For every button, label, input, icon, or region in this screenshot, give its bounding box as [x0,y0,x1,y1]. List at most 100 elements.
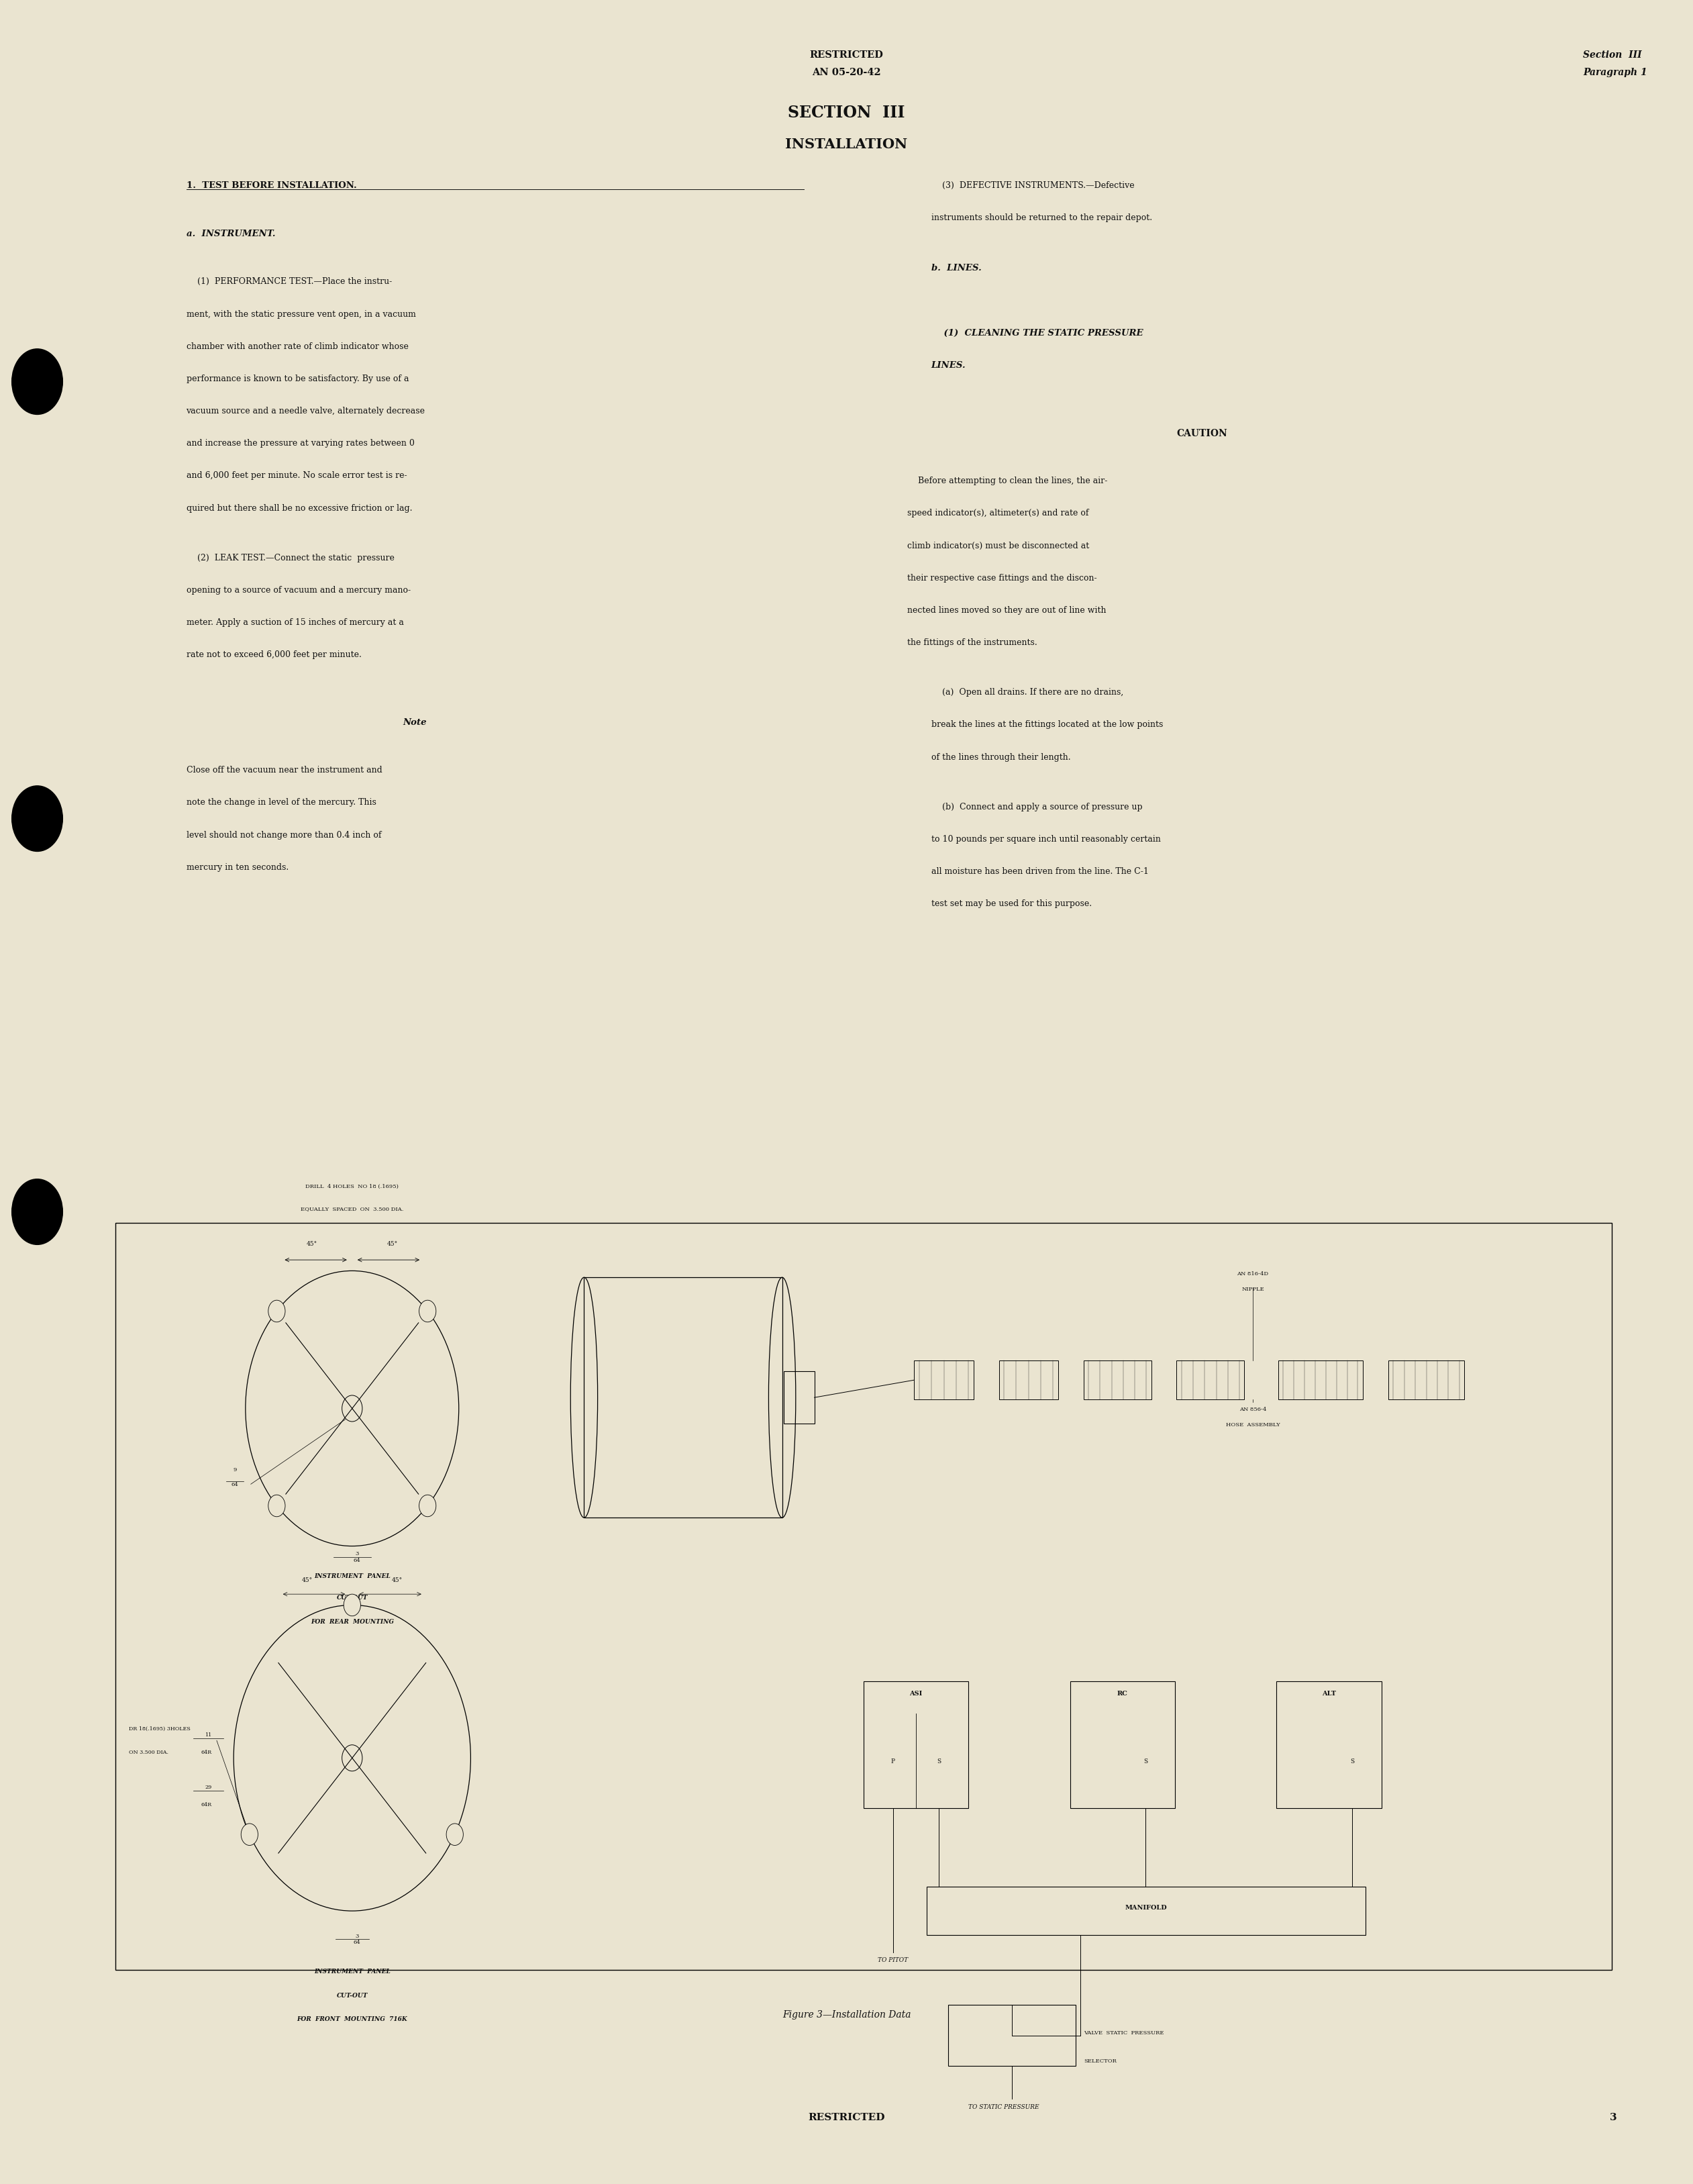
Text: 9: 9 [234,1465,237,1472]
Text: Figure 3—Installation Data: Figure 3—Installation Data [782,2009,911,2018]
Text: a.  INSTRUMENT.: a. INSTRUMENT. [186,229,276,238]
Text: ALT: ALT [1322,1690,1336,1697]
Text: SECTION  III: SECTION III [787,105,906,120]
Text: and 6,000 feet per minute. No scale error test is re-: and 6,000 feet per minute. No scale erro… [186,472,406,480]
Text: AN 856-4: AN 856-4 [1239,1406,1266,1411]
Text: ON 3.500 DIA.: ON 3.500 DIA. [129,1749,168,1754]
Text: (1)  PERFORMANCE TEST.—Place the instru-: (1) PERFORMANCE TEST.—Place the instru- [186,277,391,286]
Text: INSTRUMENT  PANEL: INSTRUMENT PANEL [313,1572,391,1579]
Text: AN 05-20-42: AN 05-20-42 [813,68,880,76]
Text: note the change in level of the mercury. This: note the change in level of the mercury.… [186,797,376,806]
Text: (2)  LEAK TEST.—Connect the static  pressure: (2) LEAK TEST.—Connect the static pressu… [186,553,394,561]
Text: INSTALLATION: INSTALLATION [786,138,907,151]
Circle shape [267,1299,284,1321]
Text: S: S [936,1758,941,1765]
Text: RESTRICTED: RESTRICTED [809,50,884,59]
Text: NIPPLE: NIPPLE [1241,1286,1265,1291]
Text: 64R: 64R [201,1802,212,1806]
Text: Close off the vacuum near the instrument and: Close off the vacuum near the instrument… [186,767,383,775]
Circle shape [267,1496,284,1518]
Text: TO PITOT: TO PITOT [877,1957,907,1963]
Text: 11: 11 [205,1732,212,1736]
Text: P: P [891,1758,896,1765]
Text: TO STATIC PRESSURE: TO STATIC PRESSURE [968,2103,1040,2110]
Text: Paragraph 1: Paragraph 1 [1583,68,1647,76]
Text: MANIFOLD: MANIFOLD [1126,1904,1166,1911]
Text: S: S [1143,1758,1148,1765]
Text: (3)  DEFECTIVE INSTRUMENTS.—Defective: (3) DEFECTIVE INSTRUMENTS.—Defective [931,181,1134,190]
Text: 64: 64 [354,1939,361,1944]
Text: FOR  FRONT  MOUNTING  716K: FOR FRONT MOUNTING 716K [296,2016,408,2022]
Bar [1084,1361,1151,1400]
Text: (b)  Connect and apply a source of pressure up: (b) Connect and apply a source of pressu… [931,802,1143,810]
Text: 3: 3 [356,1933,359,1937]
Text: SELECTOR: SELECTOR [1084,2057,1117,2064]
Bar [948,2005,1075,2066]
Text: b.  LINES.: b. LINES. [931,264,982,273]
Text: nected lines moved so they are out of line with: nected lines moved so they are out of li… [907,605,1107,614]
Text: CUT-OUT: CUT-OUT [337,1992,367,1998]
Circle shape [240,1824,257,1845]
Text: ment, with the static pressure vent open, in a vacuum: ment, with the static pressure vent open… [186,310,416,319]
Text: 64: 64 [354,1557,361,1562]
Text: VALVE  STATIC  PRESSURE: VALVE STATIC PRESSURE [1084,2029,1165,2035]
Bar [584,1278,782,1518]
Text: Before attempting to clean the lines, the air-: Before attempting to clean the lines, th… [907,476,1107,485]
Text: S: S [1349,1758,1354,1765]
Text: AN 816-4D: AN 816-4D [1238,1271,1268,1275]
Text: 64: 64 [232,1481,239,1487]
Text: 45°: 45° [301,1577,313,1583]
Text: DR 18(.1695) 3HOLES: DR 18(.1695) 3HOLES [129,1725,190,1730]
Bar [926,1887,1366,1935]
Text: RC: RC [1117,1690,1128,1697]
Text: DRILL  4 HOLES  NO 18 (.1695): DRILL 4 HOLES NO 18 (.1695) [305,1184,400,1188]
Text: INSTRUMENT  PANEL: INSTRUMENT PANEL [313,1968,391,1974]
Text: all moisture has been driven from the line. The C-1: all moisture has been driven from the li… [931,867,1148,876]
Bar [784,1372,814,1424]
Text: performance is known to be satisfactory. By use of a: performance is known to be satisfactory.… [186,373,408,382]
Text: instruments should be returned to the repair depot.: instruments should be returned to the re… [931,214,1151,223]
Text: level should not change more than 0.4 inch of: level should not change more than 0.4 in… [186,830,381,839]
Circle shape [12,786,63,852]
Text: EQUALLY  SPACED  ON  3.500 DIA.: EQUALLY SPACED ON 3.500 DIA. [301,1206,403,1210]
Text: 3: 3 [1610,2112,1617,2121]
Bar [863,1682,968,1808]
Bar [1277,1682,1381,1808]
Text: meter. Apply a suction of 15 inches of mercury at a: meter. Apply a suction of 15 inches of m… [186,618,403,627]
Circle shape [344,1594,361,1616]
Text: rate not to exceed 6,000 feet per minute.: rate not to exceed 6,000 feet per minute… [186,651,361,660]
Text: vacuum source and a needle valve, alternately decrease: vacuum source and a needle valve, altern… [186,406,425,415]
Bar [914,1361,973,1400]
Text: ASI: ASI [909,1690,923,1697]
Text: quired but there shall be no excessive friction or lag.: quired but there shall be no excessive f… [186,505,411,513]
Circle shape [420,1496,437,1518]
Text: 45°: 45° [306,1241,317,1247]
Bar [115,1223,1612,1970]
Bar [1388,1361,1464,1400]
Circle shape [420,1299,437,1321]
Text: 29: 29 [205,1784,212,1789]
Text: FOR  REAR  MOUNTING: FOR REAR MOUNTING [310,1618,394,1625]
Text: RESTRICTED: RESTRICTED [808,2112,885,2121]
Text: opening to a source of vacuum and a mercury mano-: opening to a source of vacuum and a merc… [186,585,410,594]
Text: (a)  Open all drains. If there are no drains,: (a) Open all drains. If there are no dra… [931,688,1122,697]
Text: 3: 3 [356,1551,359,1555]
Bar [1177,1361,1244,1400]
Text: climb indicator(s) must be disconnected at: climb indicator(s) must be disconnected … [907,542,1090,550]
Text: Note: Note [403,719,427,727]
Circle shape [12,349,63,415]
Bar [1278,1361,1363,1400]
Text: 45°: 45° [388,1241,398,1247]
Text: 45°: 45° [391,1577,403,1583]
Text: CUT-OUT: CUT-OUT [337,1594,367,1601]
Circle shape [447,1824,464,1845]
Text: and increase the pressure at varying rates between 0: and increase the pressure at varying rat… [186,439,415,448]
Text: of the lines through their length.: of the lines through their length. [931,753,1070,762]
Text: break the lines at the fittings located at the low points: break the lines at the fittings located … [931,721,1163,729]
Text: mercury in ten seconds.: mercury in ten seconds. [186,863,288,871]
Text: 64R: 64R [201,1749,212,1754]
Text: 1.  TEST BEFORE INSTALLATION.: 1. TEST BEFORE INSTALLATION. [186,181,357,190]
Text: the fittings of the instruments.: the fittings of the instruments. [907,638,1038,646]
Text: CAUTION: CAUTION [1177,428,1227,439]
Text: Section  III: Section III [1583,50,1642,59]
